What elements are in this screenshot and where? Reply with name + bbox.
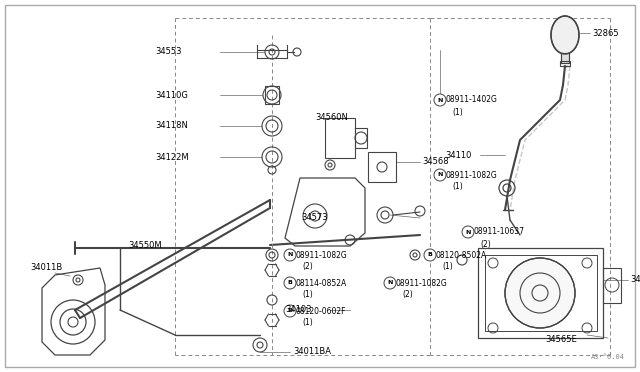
Circle shape [462,226,474,238]
Text: (1): (1) [302,318,313,327]
Ellipse shape [551,16,579,54]
Text: (2): (2) [302,263,313,272]
Text: N: N [465,230,470,234]
Text: 32865: 32865 [592,29,619,38]
Bar [355,128,367,148]
Text: 34011B: 34011B [30,263,62,273]
Text: (1): (1) [452,183,463,192]
Circle shape [284,277,296,289]
Text: 34011BA: 34011BA [293,347,331,356]
Text: (1): (1) [442,263,452,272]
Text: 34565M: 34565M [630,276,640,285]
Text: 34568: 34568 [422,157,449,167]
Circle shape [284,305,296,317]
Circle shape [284,249,296,261]
Bar [265,86,279,104]
Text: D: D [287,308,292,314]
Text: 34122M: 34122M [155,153,189,161]
Text: 34565E: 34565E [545,336,577,344]
Text: (1): (1) [452,108,463,116]
Text: 34103: 34103 [285,305,312,314]
Text: 08911-1082G: 08911-1082G [445,170,497,180]
Text: 34118N: 34118N [155,122,188,131]
Circle shape [384,277,396,289]
Text: 34560N: 34560N [315,113,348,122]
Bar [485,255,597,331]
Text: B: B [428,253,433,257]
Text: B: B [287,280,292,285]
Text: N: N [437,97,443,103]
Circle shape [505,258,575,328]
Text: 08911-1402G: 08911-1402G [445,96,497,105]
Text: 08911-1082G: 08911-1082G [395,279,447,288]
Text: (2): (2) [402,291,413,299]
Bar [561,53,569,63]
Circle shape [424,249,436,261]
Text: N: N [437,173,443,177]
Text: N: N [387,280,393,285]
Text: 34553: 34553 [155,48,182,57]
Circle shape [434,169,446,181]
Text: 34110G: 34110G [155,90,188,99]
Text: 08120-0602F: 08120-0602F [295,307,346,315]
Bar [561,53,569,63]
Bar [560,61,570,66]
Text: 34573: 34573 [301,214,328,222]
Text: (1): (1) [302,291,313,299]
Bar [603,268,621,303]
Text: 08120-8502A: 08120-8502A [435,250,486,260]
Text: A3·°0.04: A3·°0.04 [591,354,625,360]
Text: 08911-1082G: 08911-1082G [295,250,347,260]
Text: N: N [287,253,292,257]
Text: (2): (2) [480,240,491,248]
Text: 08911-10637: 08911-10637 [473,228,524,237]
Bar [368,152,396,182]
Bar [325,118,355,158]
Bar [478,248,603,338]
Text: 34550M: 34550M [128,241,162,250]
Text: 34110: 34110 [445,151,472,160]
Text: 08114-0852A: 08114-0852A [295,279,346,288]
Circle shape [434,94,446,106]
